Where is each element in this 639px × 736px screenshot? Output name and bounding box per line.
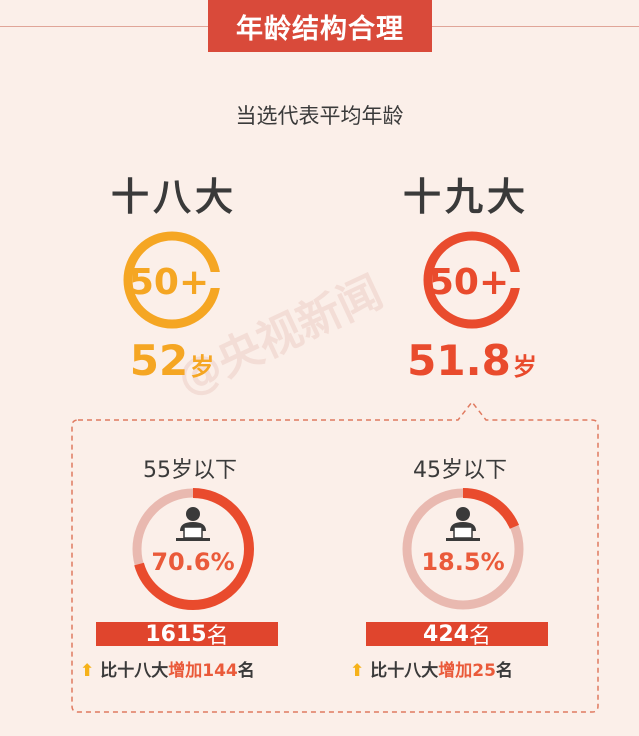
- person-at-desk-icon: [176, 505, 210, 547]
- donut-arc-left: [132, 488, 254, 610]
- donut-arc-right: [402, 488, 524, 610]
- compare-unit-right: 名: [495, 661, 513, 681]
- person-at-desk-icon: [446, 505, 480, 547]
- page-title: 年龄结构合理: [208, 0, 432, 52]
- count-unit-left: 名: [206, 624, 229, 649]
- group-label-right: 45岁以下: [413, 458, 507, 483]
- compare-amount-right: 25: [472, 661, 496, 681]
- compare-verb-left: 增加: [168, 661, 203, 681]
- compare-unit-left: 名: [237, 661, 255, 681]
- count-value-right: 424: [423, 621, 469, 647]
- up-arrow-icon: ⬆: [80, 661, 95, 681]
- badge-50plus-18: 50+: [120, 228, 228, 336]
- comparison-right: ⬆ 比十八大增加25名: [350, 656, 513, 681]
- badge-label-19: 50+: [429, 262, 509, 303]
- section-subtitle: 当选代表平均年龄: [235, 104, 404, 128]
- age-value-19: 51.8: [407, 336, 511, 385]
- header-rule-right: [432, 26, 639, 27]
- count-bar-left: 1615 名: [96, 621, 278, 649]
- comparison-left: ⬆ 比十八大增加144名: [80, 656, 255, 681]
- congress-title-18: 十八大: [110, 175, 237, 219]
- header-rule-left: [0, 26, 208, 27]
- compare-verb-right: 增加: [438, 661, 473, 681]
- up-arrow-icon: ⬆: [350, 661, 365, 681]
- donut-chart-right: [398, 484, 528, 618]
- percent-label-right: 18.5%: [421, 548, 505, 576]
- age-value-18: 52: [129, 336, 189, 385]
- average-age-18: 52岁: [62, 336, 282, 385]
- count-value-left: 1615: [145, 621, 207, 647]
- age-unit-19: 岁: [512, 353, 537, 381]
- age-unit-18: 岁: [190, 353, 215, 381]
- average-age-19: 51.8岁: [362, 336, 582, 385]
- compare-prefix-right: 比十八大: [370, 661, 439, 681]
- group-label-left: 55岁以下: [143, 458, 237, 483]
- count-bar-right: 424 名: [366, 621, 548, 649]
- badge-50plus-19: 50+: [420, 228, 528, 336]
- badge-label-18: 50+: [129, 262, 209, 303]
- donut-chart-left: [128, 484, 258, 618]
- compare-amount-left: 144: [202, 661, 238, 681]
- congress-title-19: 十九大: [402, 175, 529, 219]
- count-unit-right: 名: [468, 624, 491, 649]
- percent-label-left: 70.6%: [151, 548, 235, 576]
- compare-prefix-left: 比十八大: [100, 661, 169, 681]
